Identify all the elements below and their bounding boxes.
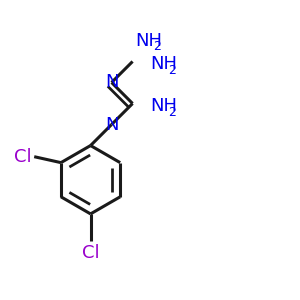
Text: 2: 2 <box>168 64 176 77</box>
Text: N: N <box>105 116 118 134</box>
Text: Cl: Cl <box>14 148 31 166</box>
Text: NH: NH <box>136 32 163 50</box>
Text: Cl: Cl <box>82 244 99 262</box>
Text: NH: NH <box>150 98 177 116</box>
Text: NH: NH <box>150 56 177 74</box>
Text: 2: 2 <box>153 40 161 53</box>
Text: N: N <box>105 74 118 92</box>
Text: 2: 2 <box>168 106 176 119</box>
